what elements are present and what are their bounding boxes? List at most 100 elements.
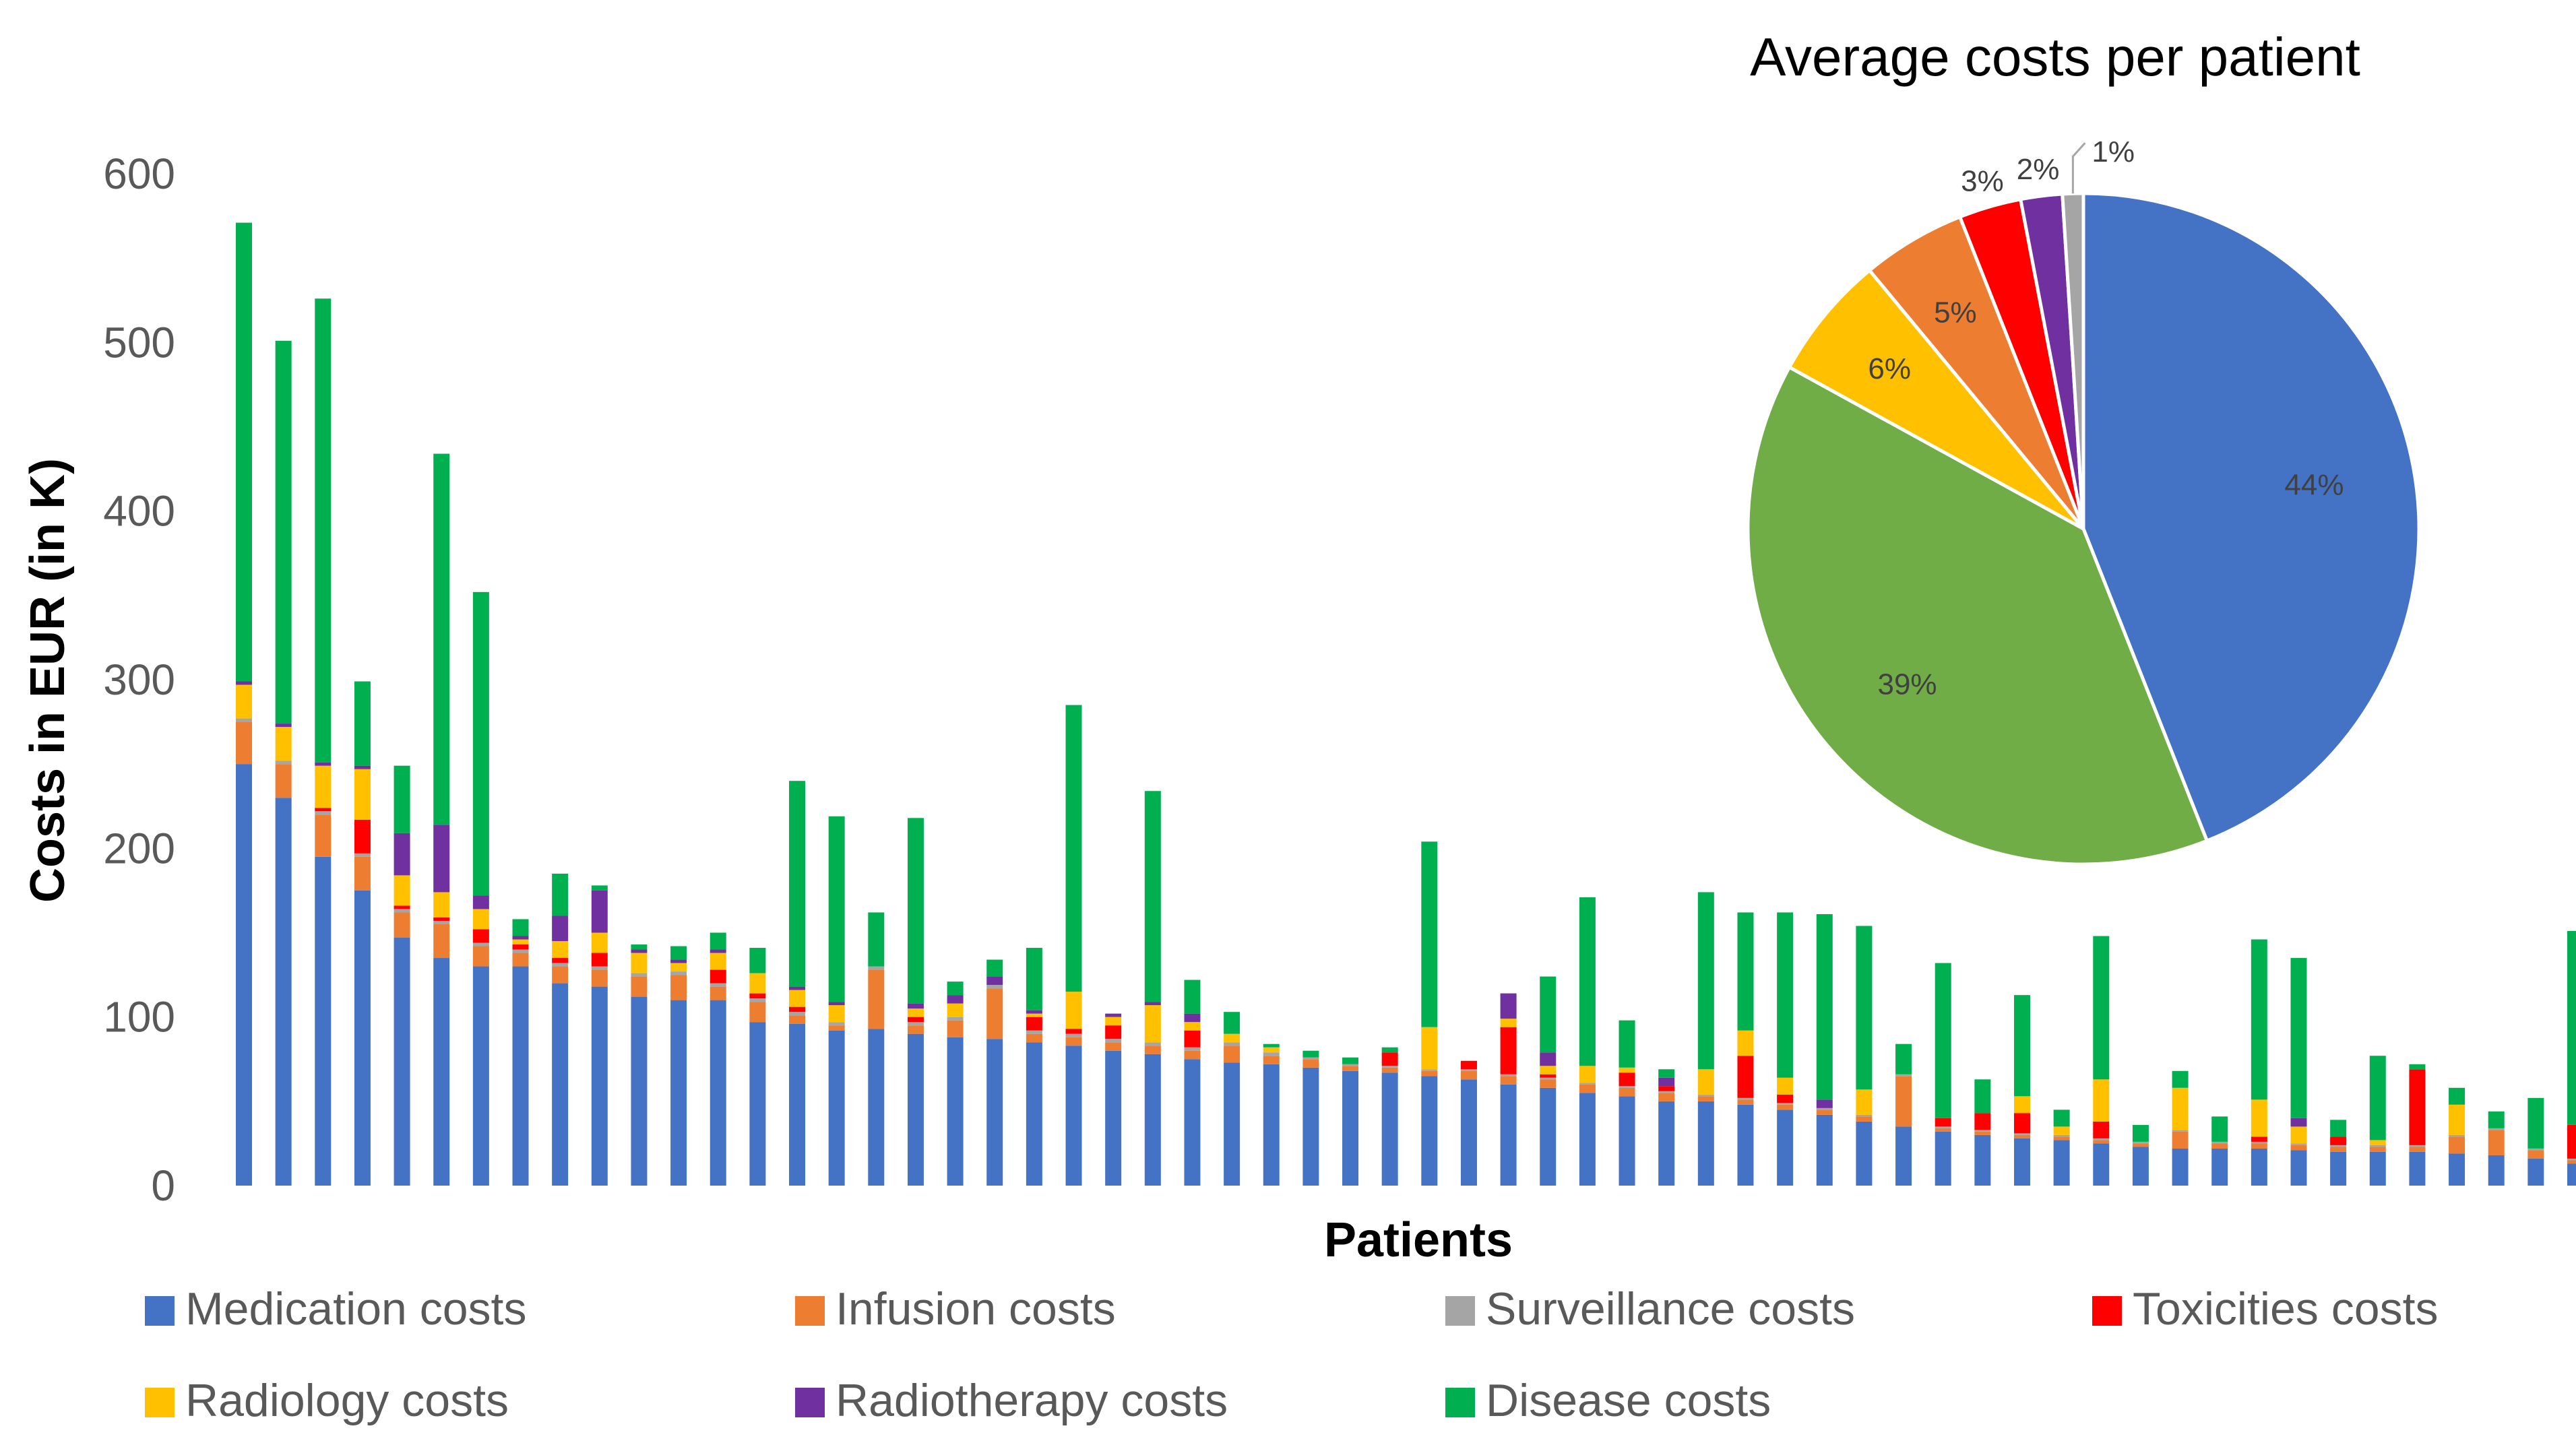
bar-segment-infusion-costs <box>591 969 608 987</box>
bar-segment-radiotherapy-costs <box>354 765 371 769</box>
bar-segment-medication-costs <box>1026 1042 1042 1186</box>
bar-segment-toxicities-costs <box>1540 1074 1557 1078</box>
bar-segment-surveillance-costs <box>1144 1042 1161 1046</box>
bar-segment-disease-costs <box>552 873 569 916</box>
patient-bar <box>1500 993 1517 1186</box>
patient-bar <box>2330 1120 2347 1186</box>
legend-label: Toxicities costs <box>2133 1283 2438 1335</box>
legend-swatch <box>145 1296 175 1326</box>
bar-segment-surveillance-costs <box>1065 1033 1082 1037</box>
bar-segment-radiology-costs <box>1184 1022 1201 1031</box>
bar-segment-radiotherapy-costs <box>315 762 332 766</box>
bar-segment-surveillance-costs <box>828 1022 845 1026</box>
bar-segment-surveillance-costs <box>354 853 371 857</box>
bar-segment-medication-costs <box>670 1000 687 1186</box>
bar-segment-radiology-costs <box>1105 1017 1122 1026</box>
bar-segment-toxicities-costs <box>789 1006 806 1012</box>
bar-segment-disease-costs <box>631 944 648 950</box>
patient-bar <box>315 298 332 1186</box>
legend-item: Radiotherapy costs <box>795 1375 1228 1426</box>
patient-bar <box>1737 912 1754 1186</box>
bar-segment-disease-costs <box>2093 936 2110 1080</box>
bar-segment-toxicities-costs <box>2567 1124 2576 1159</box>
pie-data-label: 5% <box>1934 296 1977 329</box>
patient-bar <box>472 591 489 1186</box>
bar-segment-medication-costs <box>1737 1104 1754 1186</box>
bar-segment-medication-costs <box>2093 1143 2110 1186</box>
bar-segment-toxicities-costs <box>710 969 726 984</box>
bar-segment-medication-costs <box>354 890 371 1186</box>
bar-segment-disease-costs <box>275 340 292 724</box>
patient-bar <box>1144 791 1161 1186</box>
bar-segment-disease-costs <box>1579 897 1596 1066</box>
patient-bar <box>2211 1116 2228 1186</box>
bar-segment-surveillance-costs <box>2449 1134 2465 1137</box>
bar-segment-radiology-costs <box>947 1003 964 1017</box>
bar-segment-toxicities-costs <box>1658 1086 1675 1091</box>
bar-segment-medication-costs <box>2211 1148 2228 1186</box>
bar-segment-radiology-costs <box>907 1008 924 1017</box>
bar-segment-medication-costs <box>1224 1062 1240 1186</box>
bar-segment-infusion-costs <box>947 1020 964 1037</box>
bar-segment-disease-costs <box>1342 1057 1359 1064</box>
bar-segment-infusion-costs <box>749 1002 766 1023</box>
bar-segment-surveillance-costs <box>986 985 1003 989</box>
patient-bar <box>591 885 608 1186</box>
bar-segment-radiotherapy-costs <box>789 986 806 990</box>
bar-segment-medication-costs <box>1105 1050 1122 1186</box>
bar-segment-radiology-costs <box>1065 992 1082 1029</box>
bar-segment-medication-costs <box>512 966 529 1186</box>
bar-segment-infusion-costs <box>1816 1110 1833 1115</box>
patient-bar <box>1935 963 1951 1186</box>
bar-segment-surveillance-costs <box>1500 1074 1517 1076</box>
bar-segment-surveillance-costs <box>749 998 766 1002</box>
patient-bar <box>1263 1043 1280 1186</box>
legend-swatch <box>145 1388 175 1417</box>
bar-segment-infusion-costs <box>552 966 569 984</box>
bar-segment-radiology-costs <box>2093 1079 2110 1122</box>
patient-bar <box>828 816 845 1186</box>
bar-segment-medication-costs <box>2567 1163 2576 1186</box>
patient-bar <box>1381 1047 1398 1186</box>
bar-segment-surveillance-costs <box>1777 1103 1794 1105</box>
bar-segment-surveillance-costs <box>1895 1074 1912 1076</box>
bar-segment-disease-costs <box>2330 1120 2347 1137</box>
bar-segment-disease-costs <box>1816 913 1833 1100</box>
bar-segment-disease-costs <box>2172 1070 2189 1088</box>
bar-segment-disease-costs <box>394 765 410 833</box>
bar-segment-disease-costs <box>2211 1116 2228 1142</box>
bar-segment-disease-costs <box>472 591 489 896</box>
bar-segment-surveillance-costs <box>670 971 687 975</box>
patient-bar <box>2251 939 2267 1186</box>
bar-segment-medication-costs <box>433 958 450 1186</box>
bar-segment-radiology-costs <box>2053 1126 2070 1135</box>
patient-bar <box>394 765 410 1186</box>
patient-bar <box>236 222 252 1186</box>
pie-chart: 44% 39% 6% 5% 3% 2% 1% <box>1746 135 2421 866</box>
bar-segment-surveillance-costs <box>591 966 608 970</box>
bar-segment-disease-costs <box>2290 958 2307 1118</box>
pie-slice-medication-costs <box>2081 191 2421 843</box>
pie-leader-line <box>2071 142 2086 194</box>
pie-slice-infusion-costs <box>1867 214 2085 530</box>
patient-bar <box>1895 1043 1912 1186</box>
pie-data-label: 1% <box>2092 135 2135 168</box>
patient-bar <box>512 919 529 1186</box>
legend-item: Medication costs <box>145 1283 526 1335</box>
bar-segment-disease-costs <box>315 298 332 763</box>
bar-segment-disease-costs <box>2409 1064 2426 1070</box>
bar-segment-toxicities-costs <box>907 1017 924 1023</box>
bar-segment-surveillance-costs <box>2093 1138 2110 1140</box>
bar-segment-disease-costs <box>986 959 1003 977</box>
bar-segment-medication-costs <box>2369 1151 2386 1186</box>
bar-segment-infusion-costs <box>2053 1136 2070 1140</box>
bar-segment-surveillance-costs <box>2132 1141 2149 1144</box>
legend-label: Radiotherapy costs <box>836 1375 1228 1426</box>
bar-segment-infusion-costs <box>1026 1033 1042 1043</box>
y-axis-label: Costs in EUR (in K) <box>21 458 75 903</box>
bar-segment-surveillance-costs <box>2053 1134 2070 1137</box>
bar-segment-radiotherapy-costs <box>552 915 569 942</box>
bar-segment-medication-costs <box>631 996 648 1186</box>
bar-segment-disease-costs <box>1658 1069 1675 1078</box>
bar-segment-radiology-costs <box>828 1005 845 1023</box>
